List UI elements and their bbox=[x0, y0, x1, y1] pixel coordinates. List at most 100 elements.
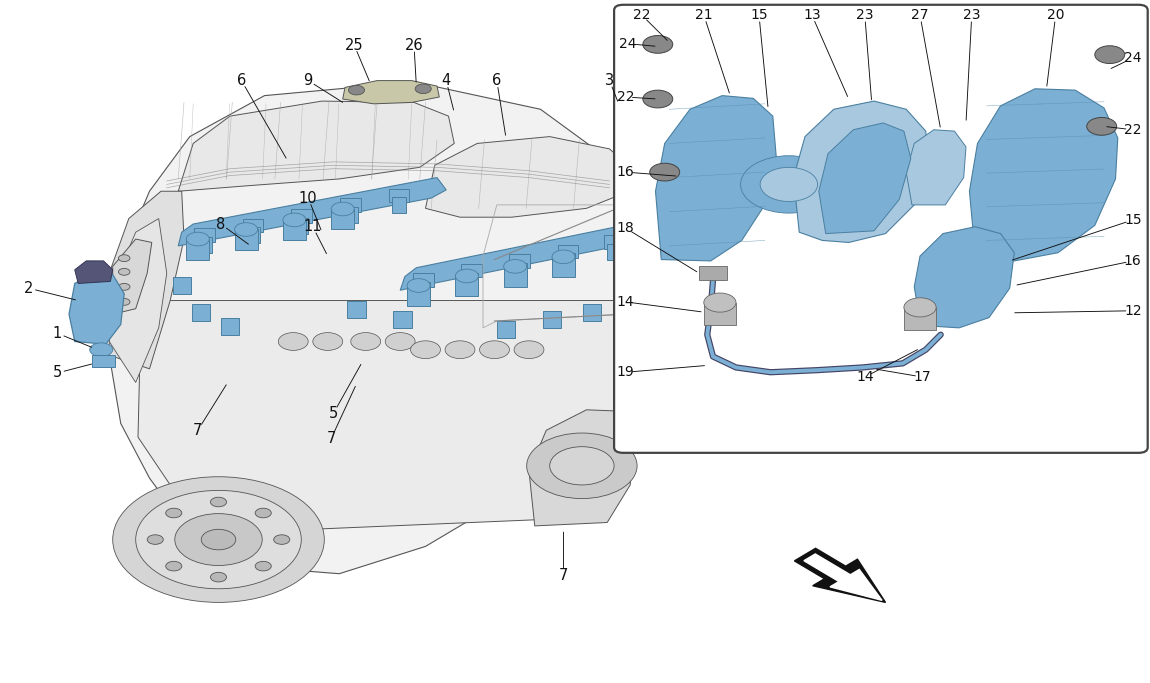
Polygon shape bbox=[465, 273, 478, 288]
Polygon shape bbox=[109, 82, 638, 574]
Circle shape bbox=[186, 232, 209, 246]
Text: 17: 17 bbox=[913, 370, 932, 384]
Polygon shape bbox=[389, 189, 409, 202]
Text: 14: 14 bbox=[856, 370, 874, 384]
Polygon shape bbox=[109, 219, 167, 382]
Polygon shape bbox=[192, 304, 210, 321]
Polygon shape bbox=[513, 263, 527, 279]
Text: 15: 15 bbox=[750, 8, 768, 22]
Text: 3: 3 bbox=[605, 73, 614, 88]
Circle shape bbox=[650, 163, 680, 181]
Polygon shape bbox=[221, 318, 239, 335]
Text: 23: 23 bbox=[963, 8, 981, 22]
Circle shape bbox=[166, 508, 182, 518]
Circle shape bbox=[704, 293, 736, 312]
Polygon shape bbox=[400, 225, 630, 290]
Polygon shape bbox=[699, 266, 727, 280]
Polygon shape bbox=[186, 239, 209, 260]
Polygon shape bbox=[75, 261, 113, 283]
Circle shape bbox=[90, 343, 113, 357]
Polygon shape bbox=[819, 123, 911, 234]
Circle shape bbox=[118, 268, 130, 275]
Circle shape bbox=[643, 90, 673, 108]
Text: 6: 6 bbox=[237, 73, 246, 88]
Text: 25: 25 bbox=[345, 38, 363, 53]
Text: 27: 27 bbox=[911, 8, 929, 22]
Polygon shape bbox=[178, 101, 454, 191]
Circle shape bbox=[741, 156, 837, 213]
Polygon shape bbox=[198, 237, 212, 253]
Text: 13: 13 bbox=[803, 8, 821, 22]
Polygon shape bbox=[194, 228, 215, 242]
Text: 24: 24 bbox=[1124, 51, 1142, 65]
Text: 16: 16 bbox=[616, 165, 635, 179]
Text: 10: 10 bbox=[299, 191, 317, 206]
Circle shape bbox=[411, 341, 440, 359]
Text: 6: 6 bbox=[492, 73, 501, 88]
Polygon shape bbox=[497, 321, 515, 338]
Polygon shape bbox=[561, 253, 575, 269]
Polygon shape bbox=[604, 235, 624, 249]
Text: 18: 18 bbox=[616, 221, 635, 235]
Circle shape bbox=[455, 269, 478, 283]
Polygon shape bbox=[331, 209, 354, 229]
Polygon shape bbox=[113, 239, 152, 314]
Polygon shape bbox=[413, 273, 434, 287]
Circle shape bbox=[118, 298, 130, 305]
Circle shape bbox=[1095, 46, 1125, 64]
Circle shape bbox=[415, 84, 431, 94]
Polygon shape bbox=[793, 101, 929, 242]
Text: 22: 22 bbox=[616, 90, 635, 104]
Circle shape bbox=[514, 341, 544, 359]
FancyArrow shape bbox=[795, 548, 886, 602]
Polygon shape bbox=[138, 301, 627, 533]
Text: 9: 9 bbox=[304, 73, 313, 88]
FancyBboxPatch shape bbox=[614, 5, 1148, 453]
Text: 14: 14 bbox=[616, 295, 635, 309]
Polygon shape bbox=[416, 282, 430, 298]
Polygon shape bbox=[340, 198, 361, 212]
Polygon shape bbox=[246, 227, 260, 243]
Circle shape bbox=[904, 298, 936, 317]
Circle shape bbox=[235, 223, 258, 236]
Polygon shape bbox=[178, 178, 446, 246]
Polygon shape bbox=[656, 96, 776, 261]
Text: 1: 1 bbox=[53, 326, 62, 341]
Circle shape bbox=[147, 535, 163, 544]
Polygon shape bbox=[552, 257, 575, 277]
Text: 5: 5 bbox=[329, 406, 338, 421]
Circle shape bbox=[278, 333, 308, 350]
Text: 2: 2 bbox=[24, 281, 33, 296]
Circle shape bbox=[527, 433, 637, 499]
Circle shape bbox=[201, 529, 236, 550]
Polygon shape bbox=[504, 266, 527, 287]
Text: 22: 22 bbox=[632, 8, 651, 22]
Circle shape bbox=[407, 279, 430, 292]
Circle shape bbox=[351, 333, 381, 350]
Polygon shape bbox=[906, 130, 966, 205]
Text: 7: 7 bbox=[559, 568, 568, 583]
Circle shape bbox=[313, 333, 343, 350]
Polygon shape bbox=[914, 227, 1014, 328]
Polygon shape bbox=[969, 89, 1118, 261]
Text: 22: 22 bbox=[1124, 123, 1142, 137]
Polygon shape bbox=[455, 276, 478, 296]
Circle shape bbox=[643, 36, 673, 53]
Polygon shape bbox=[904, 307, 936, 330]
Text: 20: 20 bbox=[1046, 8, 1065, 22]
Circle shape bbox=[274, 535, 290, 544]
Circle shape bbox=[210, 572, 227, 582]
Polygon shape bbox=[344, 207, 358, 223]
Polygon shape bbox=[392, 197, 406, 213]
Polygon shape bbox=[461, 264, 482, 277]
Circle shape bbox=[331, 202, 354, 216]
Polygon shape bbox=[69, 273, 124, 344]
Circle shape bbox=[113, 477, 324, 602]
Circle shape bbox=[118, 283, 130, 290]
Polygon shape bbox=[291, 209, 312, 223]
Polygon shape bbox=[109, 191, 184, 369]
Circle shape bbox=[255, 508, 271, 518]
Circle shape bbox=[550, 447, 614, 485]
Circle shape bbox=[1087, 117, 1117, 135]
Polygon shape bbox=[529, 410, 635, 526]
